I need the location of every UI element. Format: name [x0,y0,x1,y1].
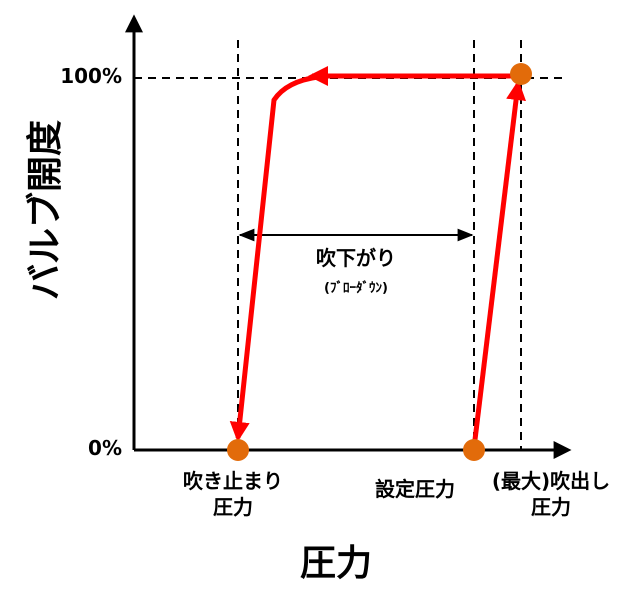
x-axis-title: 圧力 [300,543,373,584]
max-point-marker [510,63,532,85]
y-tick-100-percent: 100% [60,64,122,88]
y-axis-title: バルブ開度 [25,119,66,301]
reseat-point-marker [227,439,249,461]
max-pressure-label-line2: 圧力 [531,495,571,519]
reseat-pressure-label: 吹き止まり 圧力 [183,468,283,520]
axes [125,14,572,459]
closing-curve [229,74,319,442]
blowdown-label: 吹下がり [316,246,396,270]
reseat-pressure-label-line1: 吹き止まり [183,469,283,493]
opening-curve [471,80,527,449]
y-tick-0-percent: 0% [88,436,122,460]
blowdown-sublabel: (ﾌﾞﾛｰﾀﾞｳﾝ) [324,281,388,296]
set-pressure-label: 設定圧力 [375,477,455,501]
max-pressure-label-line1: (最大)吹出し [491,469,611,493]
set-point-marker [463,439,485,461]
max-pressure-label: (最大)吹出し 圧力 [492,468,610,520]
reseat-pressure-label-line2: 圧力 [213,495,253,519]
guide-lines [134,40,566,450]
